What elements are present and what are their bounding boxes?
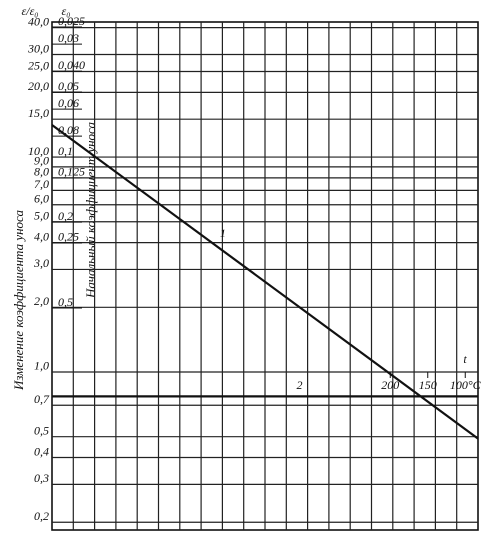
y-tick-label: 40,0: [28, 14, 49, 28]
y-unit-label: ε/ε₀: [22, 4, 39, 18]
y-tick-label: 0,3: [34, 471, 49, 485]
series-label: 2: [297, 378, 303, 392]
y2-tick-label: 0,040: [58, 58, 85, 72]
y-tick-label: 10,0: [28, 144, 49, 158]
y-tick-label: 3,0: [33, 256, 49, 270]
y-tick-label: 15,0: [28, 106, 49, 120]
y2-tick-label: 0,25: [58, 230, 79, 244]
y-tick-label: 6,0: [34, 191, 49, 205]
y-tick-label: 0,7: [34, 392, 50, 406]
y-tick-label: 8,0: [34, 165, 49, 179]
y2-tick-label: 0,08: [58, 123, 79, 137]
y2-unit-label: ε₀: [62, 4, 71, 18]
series-label: 1: [220, 226, 226, 240]
x-tick-label: 100°C: [450, 378, 482, 392]
y2-tick-label: 0,2: [58, 209, 73, 223]
y-tick-label: 7,0: [34, 177, 49, 191]
y-tick-label: 9,0: [34, 154, 49, 168]
y-tick-label: 0,2: [34, 509, 49, 523]
y2-tick-label: 0,1: [58, 144, 73, 158]
y-tick-label: 0,4: [34, 444, 49, 458]
x-axis-label: t: [463, 352, 467, 366]
y2-tick-label: 0,06: [58, 96, 79, 110]
y-tick-label: 25,0: [28, 58, 49, 72]
y-tick-label: 5,0: [34, 209, 49, 223]
y2-tick-label: 0,5: [58, 295, 73, 309]
y-tick-label: 2,0: [34, 294, 49, 308]
y-tick-label: 30,0: [27, 41, 49, 55]
y-axis-label: Изменение коэффициента уноса: [11, 210, 26, 391]
y-tick-label: 1,0: [34, 359, 49, 373]
y2-tick-label: 0,125: [58, 165, 85, 179]
y-tick-label: 0,5: [34, 423, 49, 437]
x-tick-label: 200: [381, 378, 399, 392]
x-tick-label: 150: [419, 378, 437, 392]
series-line: [51, 124, 479, 440]
y-tick-label: 4,0: [34, 229, 49, 243]
y2-tick-label: 0,05: [58, 79, 79, 93]
y2-tick-label: 0,03: [58, 31, 79, 45]
y-tick-label: 20,0: [28, 79, 49, 93]
y2-tick-label: 0,025: [58, 14, 85, 28]
